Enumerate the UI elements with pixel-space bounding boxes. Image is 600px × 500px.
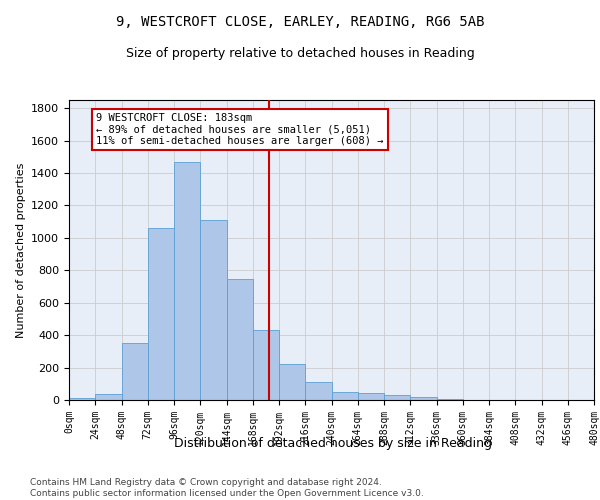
Text: 9, WESTCROFT CLOSE, EARLEY, READING, RG6 5AB: 9, WESTCROFT CLOSE, EARLEY, READING, RG6… [116,15,484,29]
Bar [410,397,437,400]
Bar [174,162,200,400]
Bar [69,398,95,400]
Bar [121,343,148,400]
Bar [253,330,279,400]
Bar [358,393,384,400]
Bar [200,220,227,400]
Text: Contains HM Land Registry data © Crown copyright and database right 2024.
Contai: Contains HM Land Registry data © Crown c… [30,478,424,498]
Y-axis label: Number of detached properties: Number of detached properties [16,162,26,338]
Bar [384,396,410,400]
Text: Size of property relative to detached houses in Reading: Size of property relative to detached ho… [125,48,475,60]
Bar [95,394,121,400]
Bar [331,392,358,400]
Bar [305,382,331,400]
Bar [227,279,253,400]
Text: Distribution of detached houses by size in Reading: Distribution of detached houses by size … [174,438,492,450]
Bar [279,364,305,400]
Text: 9 WESTCROFT CLOSE: 183sqm
← 89% of detached houses are smaller (5,051)
11% of se: 9 WESTCROFT CLOSE: 183sqm ← 89% of detac… [97,113,384,146]
Bar [437,398,463,400]
Bar [148,228,174,400]
